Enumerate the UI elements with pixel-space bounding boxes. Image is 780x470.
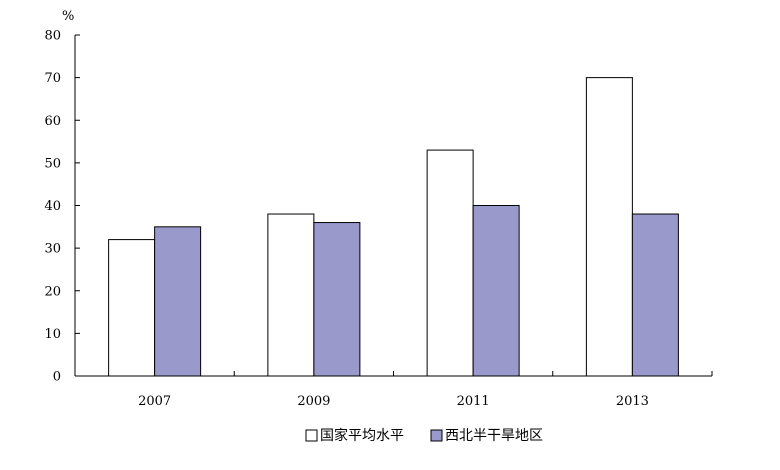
legend-swatch-national-average: [305, 429, 318, 442]
bar-national-average-2009: [267, 213, 315, 377]
y-tick-label: 0: [53, 370, 61, 385]
y-tick-label: 30: [44, 242, 61, 257]
bar-northwest-semi-arid-2007: [154, 226, 202, 377]
bar-national-average-2007: [108, 239, 156, 377]
bar-northwest-semi-arid-2009: [313, 222, 361, 377]
x-tick-label-2009: 2009: [297, 394, 330, 409]
y-tick-label: 10: [44, 327, 61, 342]
x-axis-ticks: 2007 2009 2011 2013: [138, 371, 713, 409]
bar-national-average-2013: [585, 77, 633, 377]
y-tick-label: 80: [44, 29, 61, 44]
legend-label-northwest-semi-arid: 西北半干旱地区: [445, 428, 543, 444]
y-tick-label: 60: [44, 114, 61, 129]
x-tick-label-2013: 2013: [616, 394, 649, 409]
y-tick-label: 40: [44, 199, 61, 214]
y-tick-label: 20: [44, 284, 61, 299]
bar-northwest-semi-arid-2013: [631, 213, 679, 377]
x-tick-label-2007: 2007: [138, 394, 171, 409]
bars: [108, 77, 679, 377]
x-tick-label-2011: 2011: [457, 394, 490, 409]
legend: 国家平均水平 西北半干旱地区: [305, 427, 543, 444]
y-axis-unit-label: %: [62, 9, 74, 24]
legend-label-national-average: 国家平均水平: [320, 427, 404, 444]
y-tick-label: 50: [44, 156, 61, 171]
legend-swatch-northwest-semi-arid: [430, 429, 443, 442]
bar-northwest-semi-arid-2011: [472, 205, 520, 377]
y-axis-ticks: 0 10 20 30 40 50 60 70 80: [44, 29, 80, 385]
y-tick-label: 70: [44, 71, 61, 86]
bar-national-average-2011: [426, 149, 474, 377]
